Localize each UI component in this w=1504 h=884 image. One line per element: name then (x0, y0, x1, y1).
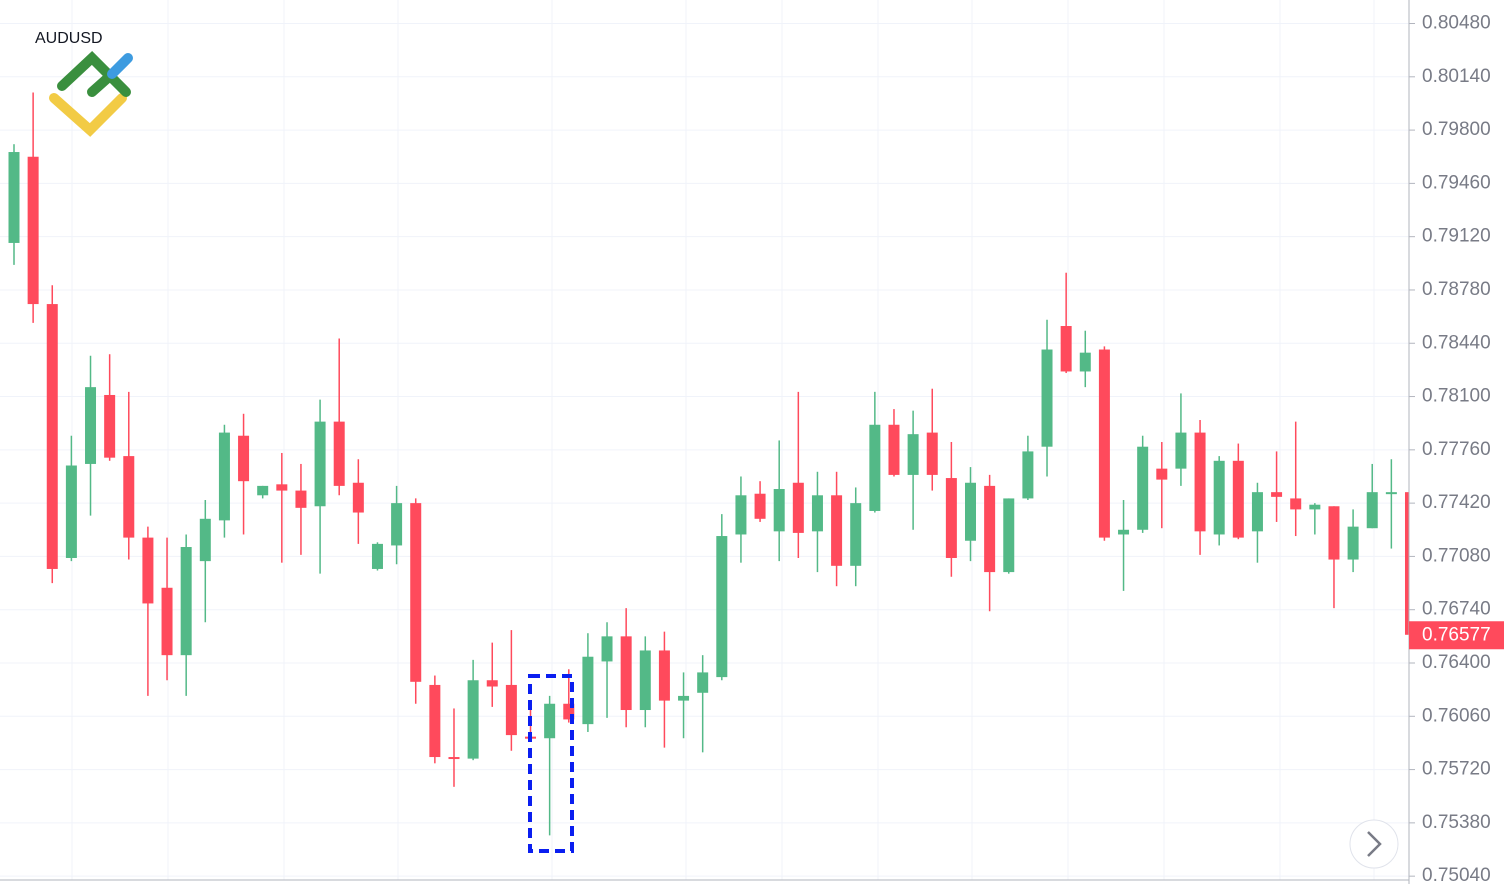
candle-body (1366, 492, 1378, 529)
last-price-label: 0.76577 (1422, 624, 1491, 645)
y-tick-label: 0.80480 (1422, 13, 1491, 34)
candle-body (1251, 492, 1263, 532)
y-tick-label: 0.78780 (1422, 279, 1491, 300)
candle-body (352, 482, 364, 513)
candle-body (1271, 492, 1283, 497)
candle-body (1118, 529, 1130, 535)
candle-body (1079, 352, 1091, 372)
candle-body (1328, 506, 1340, 560)
y-tick-label: 0.77420 (1422, 492, 1491, 513)
y-tick-label: 0.76740 (1422, 599, 1491, 620)
candle-body (85, 387, 97, 464)
candle-body (410, 503, 422, 682)
y-tick-label: 0.79800 (1422, 119, 1491, 140)
candle-body (218, 432, 230, 521)
candle-body (1290, 498, 1302, 510)
candle-body (1003, 498, 1015, 573)
candle-body (1385, 492, 1397, 495)
candle-body (697, 672, 709, 693)
y-tick-label: 0.76060 (1422, 705, 1491, 726)
y-tick-label: 0.77080 (1422, 545, 1491, 566)
candle-body (735, 495, 747, 535)
y-tick-label: 0.78440 (1422, 332, 1491, 353)
time-grid (71, 0, 1375, 880)
y-tick-label: 0.77760 (1422, 439, 1491, 460)
last-price-tag (1409, 621, 1504, 650)
candle-body (199, 518, 211, 562)
candle-body (448, 757, 460, 760)
candle-body (161, 587, 173, 656)
candle-body (1404, 492, 1409, 635)
candle-body (314, 421, 326, 507)
y-tick-label: 0.79120 (1422, 226, 1491, 247)
candle-body (1232, 460, 1244, 538)
candle-body (65, 465, 77, 558)
candle-body (1175, 432, 1187, 469)
candle-body (1098, 349, 1110, 538)
candle-body (505, 684, 517, 736)
candle-body (295, 490, 307, 508)
candle-body (238, 435, 250, 482)
candle-body (965, 482, 976, 541)
candle-body (716, 536, 728, 678)
candle-body (1041, 349, 1053, 447)
candle-body (773, 489, 785, 532)
candle-body (926, 432, 938, 475)
candle-body (620, 636, 632, 711)
candle-body (907, 434, 919, 475)
candle-body (831, 495, 843, 566)
candle-body (563, 703, 575, 720)
candle-body (792, 482, 804, 533)
candle-body (544, 703, 556, 739)
candle-body (1194, 432, 1206, 532)
candle-body (601, 636, 613, 662)
candle-body (888, 424, 900, 475)
highlight-box (528, 674, 574, 853)
candle-body (582, 656, 594, 725)
candle-body (811, 495, 823, 532)
candle-body (257, 485, 269, 496)
candle-body (142, 537, 154, 604)
candle-body (1156, 468, 1168, 480)
candle-body (1213, 460, 1225, 535)
scroll-button[interactable] (1349, 819, 1399, 869)
candle-body (1022, 451, 1034, 499)
candle-body (371, 543, 383, 569)
candle-body (276, 484, 288, 491)
candle-body (104, 394, 116, 458)
candle-body (678, 695, 690, 701)
candle-body (869, 424, 881, 511)
candle-body (658, 650, 670, 701)
y-tick-label: 0.79460 (1422, 172, 1491, 193)
candle-body (333, 421, 345, 486)
candle-body (180, 547, 192, 656)
symbol-label: AUDUSD (35, 30, 103, 47)
candle-body (486, 680, 498, 687)
candle-body (639, 650, 651, 711)
candle-body (1347, 526, 1359, 560)
candle-body (429, 684, 441, 758)
y-tick-label: 0.75380 (1422, 812, 1491, 833)
candle-body (1309, 504, 1321, 510)
logo (49, 51, 133, 137)
candle-body (391, 503, 403, 546)
candle-body (850, 503, 862, 566)
candle-body (945, 478, 957, 558)
y-tick-label: 0.80140 (1422, 66, 1491, 87)
y-tick-label: 0.75040 (1422, 865, 1491, 884)
candle-body (754, 493, 766, 519)
candle-body (8, 152, 20, 243)
candle-body (467, 680, 479, 759)
candle-body (46, 304, 58, 569)
y-tick-label: 0.78100 (1422, 386, 1491, 407)
y-tick-label: 0.75720 (1422, 759, 1491, 780)
y-tick-label: 0.76400 (1422, 652, 1491, 673)
candle-body (984, 485, 996, 573)
candle-body (1060, 326, 1072, 372)
candle-body (123, 456, 135, 538)
candle-body (1137, 446, 1149, 530)
candle-body (27, 156, 39, 305)
